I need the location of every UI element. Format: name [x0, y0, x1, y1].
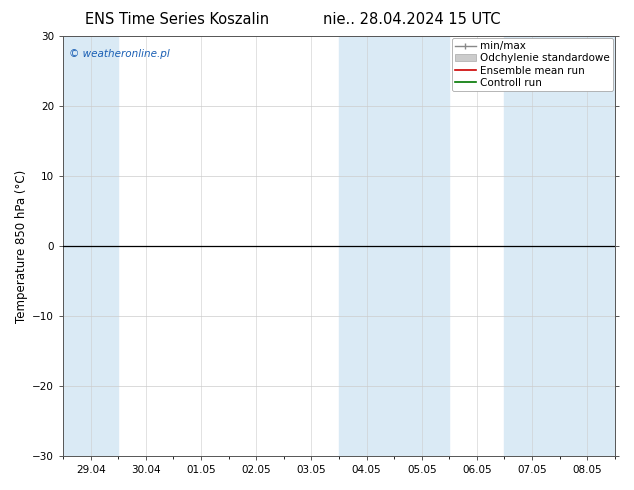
Y-axis label: Temperature 850 hPa (°C): Temperature 850 hPa (°C): [15, 170, 28, 323]
Legend: min/max, Odchylenie standardowe, Ensemble mean run, Controll run: min/max, Odchylenie standardowe, Ensembl…: [452, 38, 612, 91]
Bar: [339, 36, 450, 456]
Text: ENS Time Series Koszalin: ENS Time Series Koszalin: [86, 12, 269, 27]
Bar: [505, 36, 615, 456]
Text: nie.. 28.04.2024 15 UTC: nie.. 28.04.2024 15 UTC: [323, 12, 501, 27]
Bar: [63, 36, 119, 456]
Text: © weatheronline.pl: © weatheronline.pl: [68, 49, 169, 59]
